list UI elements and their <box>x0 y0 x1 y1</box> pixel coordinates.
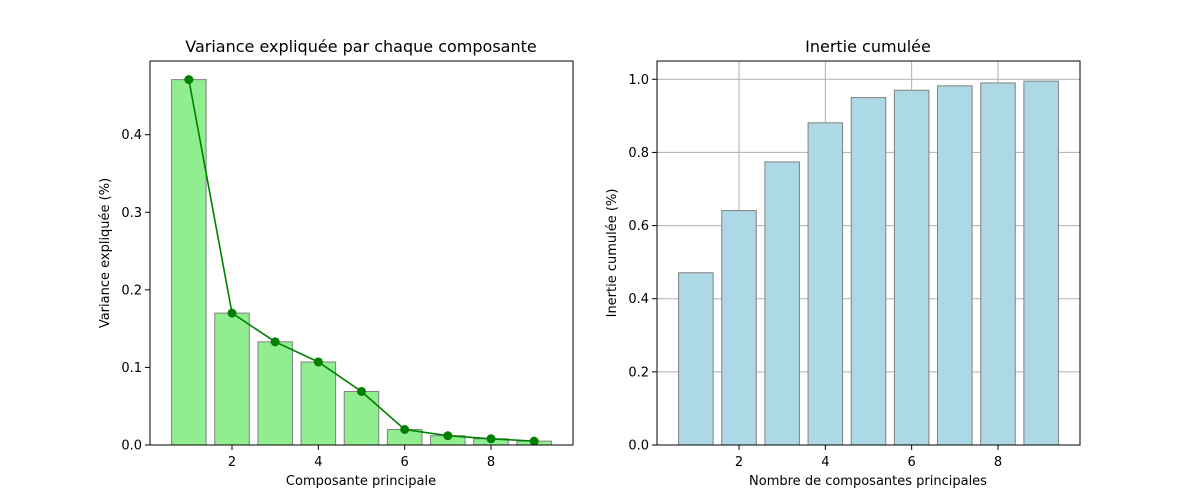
x-tick-label: 8 <box>994 455 1002 470</box>
y-tick-label: 0.2 <box>628 365 649 380</box>
bar <box>343 390 380 446</box>
line-point <box>227 308 237 318</box>
y-tick-label: 0.4 <box>121 128 142 143</box>
line-point <box>357 386 366 396</box>
bar <box>678 272 714 446</box>
y-tick-label: 0.6 <box>628 219 649 234</box>
line-point <box>400 424 410 434</box>
bar <box>807 122 844 446</box>
chart-title: Inertie cumulée <box>805 37 931 56</box>
bar <box>937 85 973 446</box>
line-point <box>529 436 539 446</box>
y-tick-label: 1.0 <box>628 73 649 88</box>
line-point <box>270 337 280 347</box>
bar <box>300 361 337 446</box>
y-tick-label: 0.0 <box>628 439 649 454</box>
plot-frame <box>656 60 1081 446</box>
x-axis-label: Nombre de composantes principales <box>749 474 987 489</box>
chart-title: Variance expliquée par chaque composante <box>185 37 536 56</box>
y-tick-label: 0.3 <box>121 206 142 221</box>
y-tick-label: 0.4 <box>628 292 649 307</box>
plot-frame <box>149 60 574 446</box>
x-tick-label: 2 <box>735 455 743 470</box>
y-tick-label: 0.0 <box>121 439 142 454</box>
x-tick-label: 6 <box>401 455 409 470</box>
variance-panel: Variance expliquée par chaque composante… <box>98 37 574 489</box>
line-point <box>184 75 194 85</box>
bar <box>1023 80 1059 446</box>
line-point <box>443 431 453 441</box>
y-tick-label: 0.1 <box>121 361 142 376</box>
y-axis-label: Inertie cumulée (%) <box>605 189 620 318</box>
bar <box>980 82 1016 446</box>
bar <box>721 210 757 446</box>
x-axis-label: Composante principale <box>286 474 436 489</box>
bar <box>764 161 800 446</box>
y-axis-label: Variance expliquée (%) <box>98 178 113 328</box>
bar <box>214 312 250 446</box>
bar <box>893 89 930 446</box>
y-tick-label: 0.2 <box>121 283 142 298</box>
x-tick-label: 6 <box>908 455 916 470</box>
bar <box>257 341 293 446</box>
line-point <box>313 357 323 367</box>
bar <box>171 79 207 446</box>
x-tick-label: 4 <box>821 455 829 470</box>
x-tick-label: 4 <box>314 455 322 470</box>
cumulative-panel: Inertie cumulée Nombre de composantes pr… <box>605 37 1081 489</box>
x-tick-label: 8 <box>487 455 495 470</box>
x-tick-label: 2 <box>228 455 236 470</box>
bar <box>850 97 887 446</box>
line-point <box>486 434 496 444</box>
y-tick-label: 0.8 <box>628 146 649 161</box>
